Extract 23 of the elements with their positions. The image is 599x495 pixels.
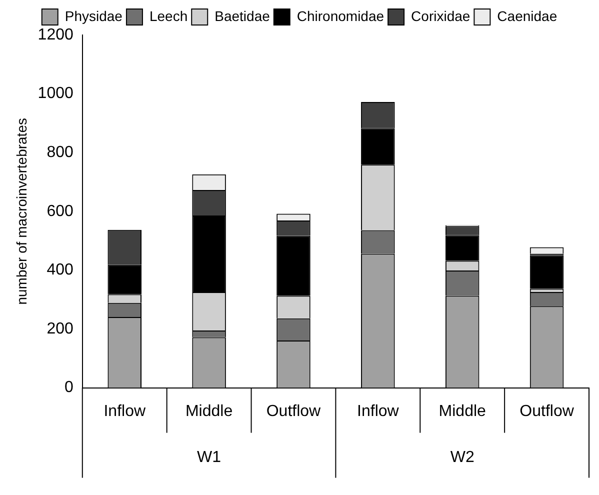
legend-label: Corixidae <box>411 8 470 24</box>
legend-label: Chironomidae <box>296 8 384 24</box>
x-tick-label: Outflow <box>266 402 322 420</box>
y-tick-label: 1200 <box>38 26 74 44</box>
y-tick-label: 200 <box>46 320 74 338</box>
text: W2 <box>450 449 474 466</box>
legend-label: Leech <box>149 8 188 24</box>
y-tick-label: 800 <box>46 144 74 162</box>
bar <box>530 255 564 289</box>
x-tick-label: Middle <box>185 402 233 420</box>
text: W1 <box>197 449 222 466</box>
legend-label: Caenidae <box>497 8 558 24</box>
y-tick-label: 400 <box>46 262 74 279</box>
x-tick-label: Inflow <box>104 402 146 420</box>
legend-label: Physidae <box>64 8 123 24</box>
y-tick-label: 0 <box>64 379 74 396</box>
x-tick-label: Outflow <box>520 402 574 420</box>
x-tick-label: Middle <box>438 402 486 420</box>
y-axis-title: number of macroinvertebrates <box>13 118 30 305</box>
legend-label: Baetidae <box>214 8 270 24</box>
y-tick-label: 600 <box>46 202 74 220</box>
x-tick-label: Inflow <box>357 402 400 420</box>
y-tick-label: 1000 <box>38 85 74 102</box>
